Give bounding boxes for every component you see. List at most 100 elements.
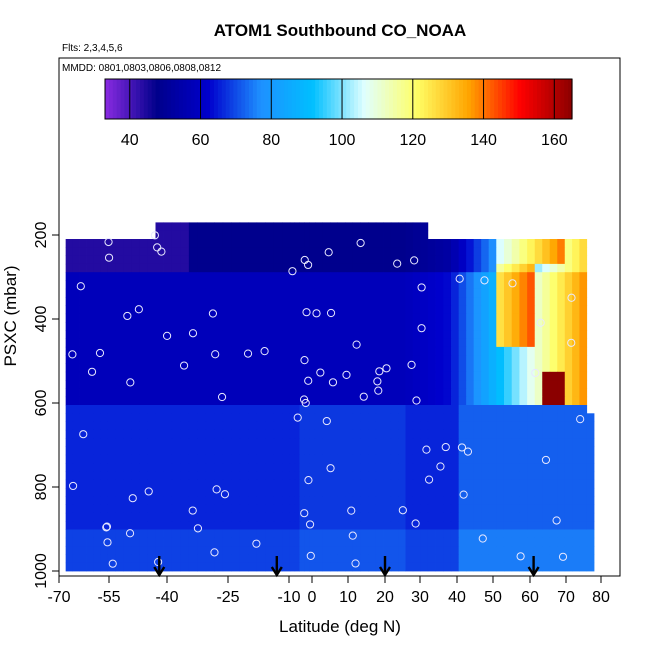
heatmap-cell [147,346,156,356]
heatmap-cell [527,546,536,555]
heatmap-cell [282,488,291,497]
heatmap-cell [412,380,421,389]
latitude-arrowhead [378,566,392,578]
heatmap-cell [405,471,414,481]
heatmap-cell [496,512,505,522]
heatmap-cell [473,546,482,555]
heatmap-cell [458,421,467,431]
heatmap-cell [65,463,74,472]
heatmap-cell [557,429,566,439]
heatmap-cell [123,363,132,373]
heatmap-cell [256,297,266,306]
heatmap-cell [572,396,580,406]
heatmap-cell [314,438,323,447]
heatmap-cell [72,239,80,248]
heatmap-cell [383,396,392,406]
heatmap-cell [115,546,124,555]
heatmap-cell [222,280,232,290]
heatmap-cell [79,562,87,572]
heatmap-cell [155,446,164,456]
heatmap-cell [248,396,258,406]
heatmap-cell [481,313,490,323]
heatmap-cell [511,371,520,381]
heatmap-cell [188,521,198,530]
heatmap-cell [294,454,300,464]
heatmap-cell [443,405,452,414]
heatmap-cell [289,255,296,265]
heatmap-cell [352,496,361,505]
heatmap-cell [314,297,323,306]
heatmap-cell [557,338,566,348]
heatmap-cell [435,288,444,298]
heatmap-cell [322,363,331,373]
heatmap-cell [337,471,346,481]
heatmap-cell [299,413,305,422]
heatmap-cell [412,537,421,547]
heatmap-cell [294,421,300,431]
heatmap-cell [115,305,124,315]
heatmap-layer [65,222,595,572]
heatmap-cell [304,355,310,364]
heatmap-cell [256,255,266,265]
heatmap-cell [107,413,116,422]
heatmap-cell [163,355,173,364]
heatmap-cell [345,230,354,240]
heatmap-cell [496,405,505,414]
heatmap-cell [86,263,94,273]
heatmap-cell [205,297,215,306]
heatmap-cell [368,255,377,265]
heatmap-cell [239,446,249,456]
heatmap-cell [265,388,275,398]
heatmap-cell [383,255,392,265]
heatmap-cell [180,546,190,555]
heatmap-cell [93,512,101,522]
heatmap-cell [93,371,101,381]
heatmap-cell [534,554,543,564]
heatmap-cell [299,562,305,572]
heatmap-cell [188,230,198,240]
heatmap-cell [123,288,132,298]
heatmap-cell [586,562,595,572]
heatmap-cell [473,338,482,348]
heatmap-cell [557,280,566,290]
heatmap-cell [435,338,444,348]
heatmap-cell [519,322,528,331]
heatmap-cell [314,396,323,406]
heatmap-cell [289,537,296,547]
heatmap-cell [352,305,361,315]
heatmap-cell [549,396,558,406]
heatmap-cell [549,463,558,472]
heatmap-cell [65,429,74,439]
heatmap-cell [466,280,475,290]
heatmap-cell [527,280,536,290]
heatmap-cell [435,330,444,339]
heatmap-cell [390,263,399,273]
heatmap-cell [107,446,116,456]
heatmap-cell [79,363,87,373]
heatmap-cell [322,554,331,564]
heatmap-cell [171,504,181,514]
heatmap-cell [155,263,164,273]
colorbar-fill [105,79,573,119]
heatmap-cell [542,554,551,564]
heatmap-cell [322,488,331,497]
heatmap-cell [579,380,588,389]
heatmap-cell [282,512,291,522]
heatmap-cell [115,288,124,298]
heatmap-cell [360,346,369,356]
heatmap-cell [131,546,140,555]
heatmap-cell [496,363,505,373]
heatmap-cell [443,371,452,381]
heatmap-cell [299,239,305,248]
heatmap-cell [294,405,300,414]
heatmap-cell [265,247,275,256]
heatmap-cell [375,463,384,472]
heatmap-cell [390,546,399,555]
heatmap-cell [519,405,528,414]
heatmap-cell [289,496,296,505]
colorbar-segment [143,79,149,119]
heatmap-cell [180,222,190,232]
heatmap-cell [72,454,80,464]
heatmap-cell [163,554,173,564]
heatmap-cell [450,429,460,439]
